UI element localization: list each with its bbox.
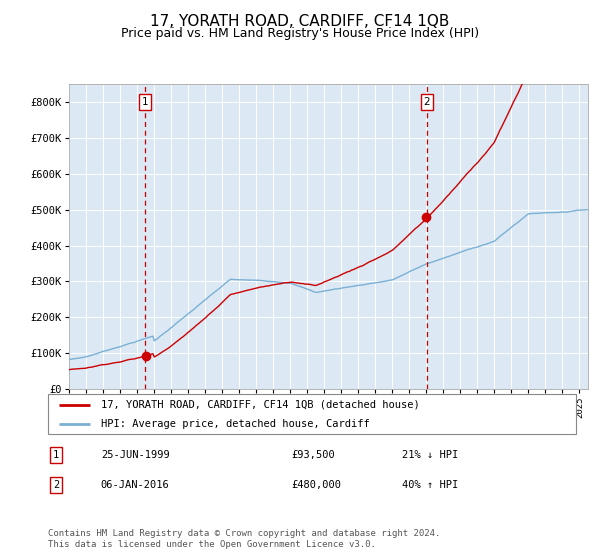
Text: £93,500: £93,500 bbox=[291, 450, 335, 460]
Text: 1: 1 bbox=[53, 450, 59, 460]
Text: 17, YORATH ROAD, CARDIFF, CF14 1QB: 17, YORATH ROAD, CARDIFF, CF14 1QB bbox=[151, 14, 449, 29]
Text: 06-JAN-2016: 06-JAN-2016 bbox=[101, 480, 170, 490]
Text: 2: 2 bbox=[424, 97, 430, 107]
Text: £480,000: £480,000 bbox=[291, 480, 341, 490]
FancyBboxPatch shape bbox=[48, 394, 576, 434]
Text: 17, YORATH ROAD, CARDIFF, CF14 1QB (detached house): 17, YORATH ROAD, CARDIFF, CF14 1QB (deta… bbox=[101, 400, 419, 410]
Text: Price paid vs. HM Land Registry's House Price Index (HPI): Price paid vs. HM Land Registry's House … bbox=[121, 27, 479, 40]
Text: HPI: Average price, detached house, Cardiff: HPI: Average price, detached house, Card… bbox=[101, 419, 370, 429]
Text: Contains HM Land Registry data © Crown copyright and database right 2024.
This d: Contains HM Land Registry data © Crown c… bbox=[48, 529, 440, 549]
Text: 21% ↓ HPI: 21% ↓ HPI bbox=[402, 450, 458, 460]
Text: 1: 1 bbox=[142, 97, 149, 107]
Text: 25-JUN-1999: 25-JUN-1999 bbox=[101, 450, 170, 460]
Text: 2: 2 bbox=[53, 480, 59, 490]
Text: 40% ↑ HPI: 40% ↑ HPI bbox=[402, 480, 458, 490]
